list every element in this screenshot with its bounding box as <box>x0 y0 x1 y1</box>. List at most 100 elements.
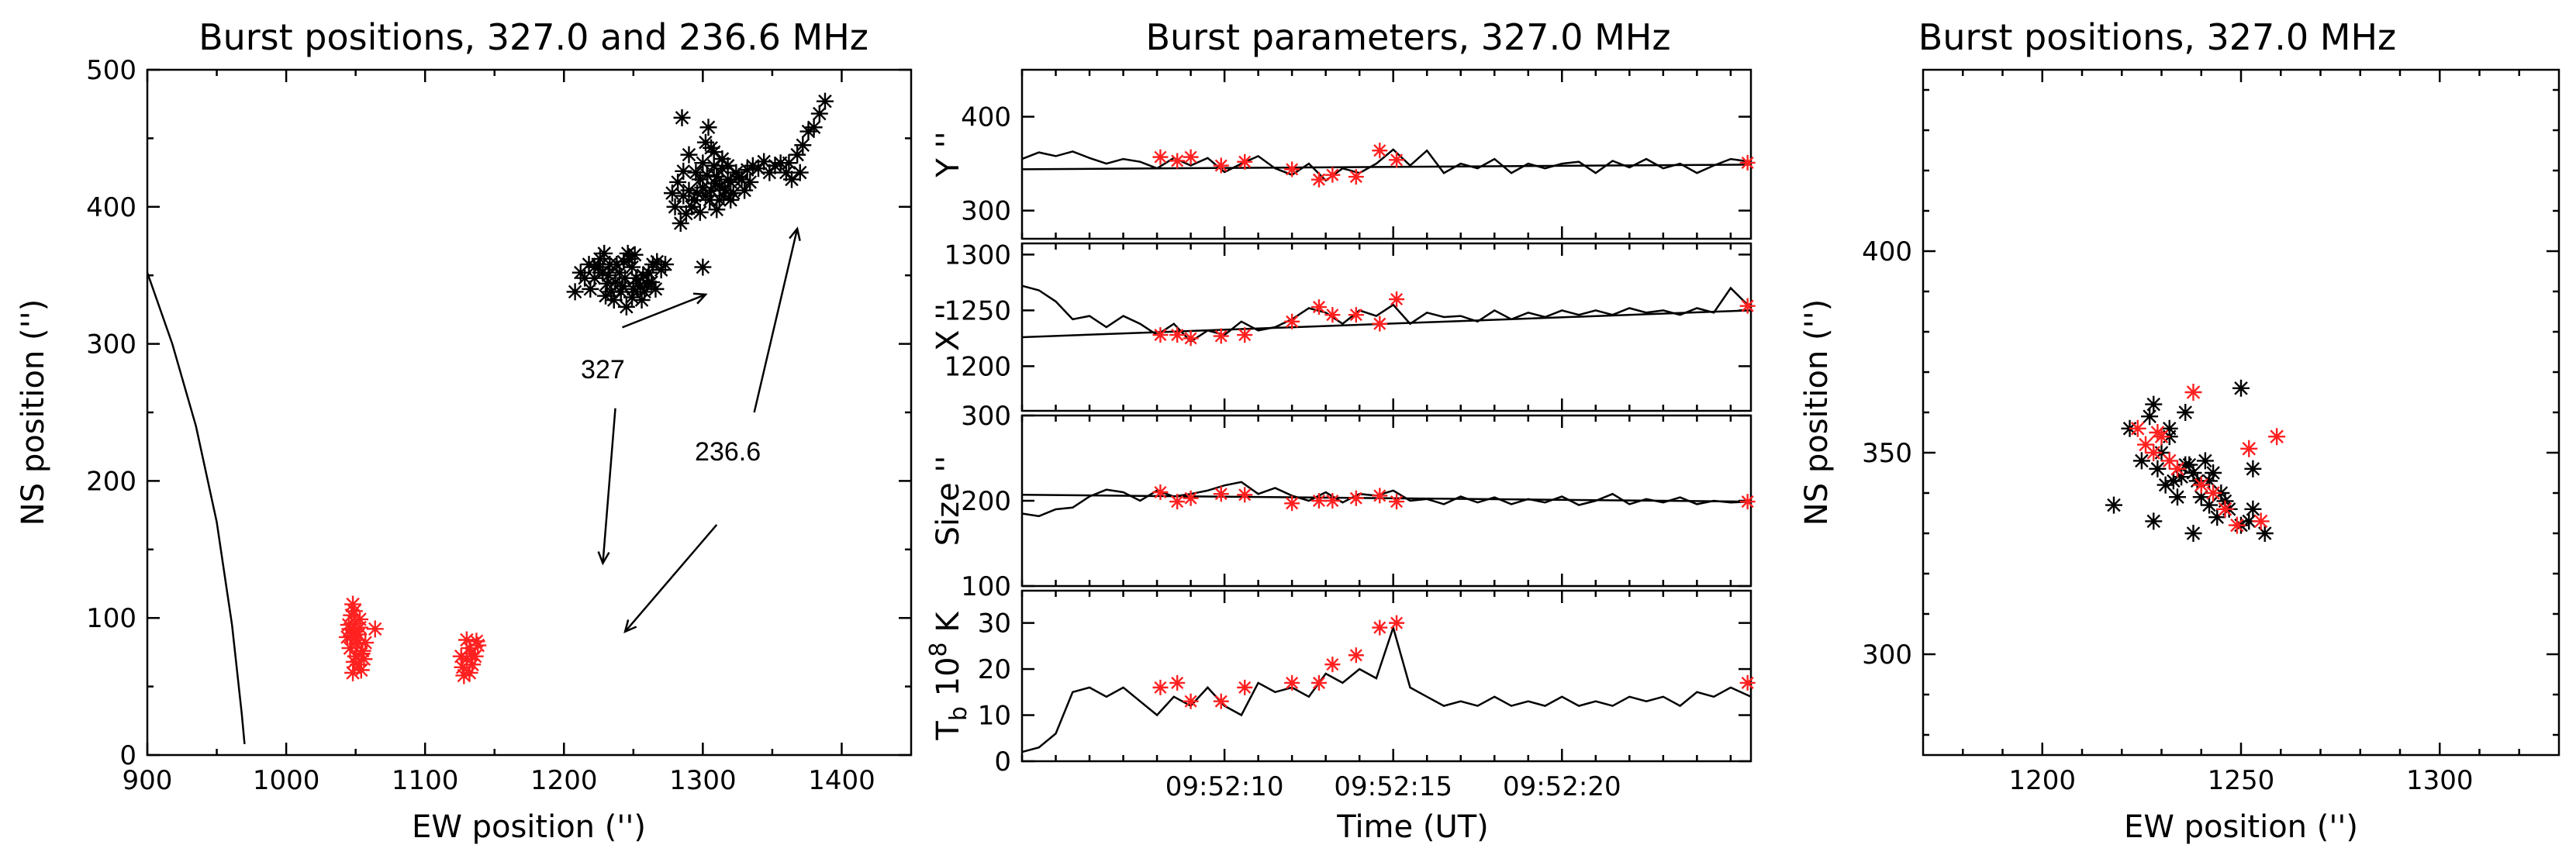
burst-marker-black <box>643 274 661 291</box>
burst-marker-red <box>458 650 475 668</box>
burst-marker-black <box>710 178 728 195</box>
limb-curve <box>146 272 246 745</box>
burst-marker-black <box>647 280 665 298</box>
burst-marker-red <box>341 620 359 638</box>
annotation-arrowhead <box>623 619 637 634</box>
panel-y-axis-label: X '' <box>931 303 966 351</box>
burst-marker-red <box>340 616 357 634</box>
burst-marker-black <box>596 244 613 262</box>
burst-marker-red <box>343 627 361 645</box>
panel-y-tick-label: 30 <box>978 609 1011 640</box>
burst-marker-black <box>717 181 734 199</box>
burst-marker-black <box>576 269 594 287</box>
panel-burst-marker <box>1348 169 1364 185</box>
burst-marker-black <box>694 258 712 276</box>
panel-y-tick-label: 0 <box>994 746 1011 778</box>
right-y-axis-label: NS position ('') <box>1799 299 1835 526</box>
frequency-annotation: 327 <box>581 355 625 384</box>
burst-marker-red <box>2169 460 2186 478</box>
panel-frame <box>1020 242 1752 412</box>
panel-y-tick-label: 1300 <box>944 240 1011 271</box>
burst-marker-red <box>461 664 478 681</box>
burst-marker-black <box>794 136 812 154</box>
right-y-tick-label: 350 <box>1862 438 1912 469</box>
left-x-tick-label: 1300 <box>669 765 737 796</box>
burst-marker-black <box>703 139 720 157</box>
right-x-axis-label: EW position ('') <box>2124 809 2358 845</box>
burst-marker-red <box>2184 384 2202 401</box>
panel-burst-marker <box>1183 490 1199 506</box>
panel-burst-marker <box>1237 679 1253 695</box>
burst-marker-black <box>2256 525 2274 542</box>
burst-marker-black <box>633 291 651 309</box>
annotation-arrowhead <box>789 226 801 241</box>
burst-marker-black <box>2208 509 2226 526</box>
panel-burst-marker <box>1237 327 1253 343</box>
burst-marker-black <box>741 173 759 191</box>
burst-marker-black <box>613 278 631 295</box>
burst-marker-black <box>799 122 817 140</box>
burst-marker-black <box>624 280 642 298</box>
annotation-arrowhead <box>692 292 708 305</box>
burst-marker-red <box>466 647 484 665</box>
burst-marker-black <box>638 274 656 292</box>
panel-burst-marker <box>1324 493 1341 509</box>
burst-marker-black <box>617 298 635 315</box>
burst-marker-black <box>705 157 723 174</box>
burst-marker-red <box>2137 436 2154 453</box>
burst-marker-black <box>612 283 630 301</box>
burst-marker-black <box>2177 404 2194 421</box>
right-y-tick-label: 400 <box>1862 236 1912 267</box>
panel-y-tick-label: 1200 <box>944 351 1011 382</box>
burst-marker-black <box>580 256 598 274</box>
burst-marker-red <box>468 633 485 650</box>
burst-marker-red <box>354 642 371 660</box>
panel-burst-marker <box>1372 143 1388 159</box>
left-plot-content: 900 1000 1100 1200 1300 1400 0 100 200 300 400 500 3… <box>86 55 911 796</box>
burst-marker-black <box>673 109 691 126</box>
burst-marker-red <box>2160 452 2178 470</box>
panel-burst-marker <box>1152 679 1169 695</box>
burst-marker-black <box>644 256 661 274</box>
left-x-tick-label: 1100 <box>392 765 459 796</box>
panel-burst-marker <box>1739 494 1756 510</box>
right-plot-frame <box>1922 68 2560 757</box>
burst-marker-black <box>687 164 705 181</box>
burst-marker-black <box>2244 460 2262 478</box>
burst-marker-red <box>2252 512 2270 530</box>
panel-burst-marker <box>1372 488 1388 504</box>
burst-marker-red <box>452 647 470 665</box>
right-plot-content: 1200 1250 1300 300 350 400 <box>1862 70 2559 796</box>
panel-burst-marker <box>1284 495 1300 512</box>
burst-marker-black <box>2105 496 2122 514</box>
burst-marker-black <box>669 173 687 191</box>
panel-burst-marker <box>1237 153 1253 170</box>
panel-burst-marker <box>1739 154 1756 171</box>
panel-burst-marker <box>1739 298 1756 314</box>
annotation-arrow <box>602 408 616 564</box>
panel-y-tick-label: 300 <box>961 401 1011 432</box>
burst-marker-red <box>347 647 364 665</box>
panel-trace <box>1021 481 1752 518</box>
right-chart-title: Burst positions, 327.0 MHz <box>1918 16 2396 58</box>
burst-marker-black <box>591 250 609 267</box>
panel-burst-marker <box>1169 153 1186 169</box>
burst-marker-black <box>616 269 634 287</box>
burst-marker-black <box>640 264 658 281</box>
burst-marker-red <box>338 628 356 646</box>
burst-marker-red <box>345 622 363 640</box>
burst-marker-black <box>2184 464 2202 481</box>
burst-marker-black <box>680 146 698 164</box>
panel-burst-marker <box>1284 674 1300 691</box>
panel-burst-marker <box>1213 328 1229 344</box>
panel-burst-marker <box>1389 494 1405 510</box>
left-y-tick-label: 100 <box>86 603 136 634</box>
burst-marker-red <box>345 653 363 671</box>
panel-burst-marker <box>1213 693 1229 709</box>
burst-marker-black <box>719 157 737 174</box>
annotation-arrowhead <box>597 551 610 566</box>
annotation-arrow <box>624 524 718 633</box>
burst-marker-black <box>2173 468 2191 486</box>
panel-burst-marker <box>1169 327 1186 343</box>
panel-burst-marker <box>1310 299 1327 315</box>
